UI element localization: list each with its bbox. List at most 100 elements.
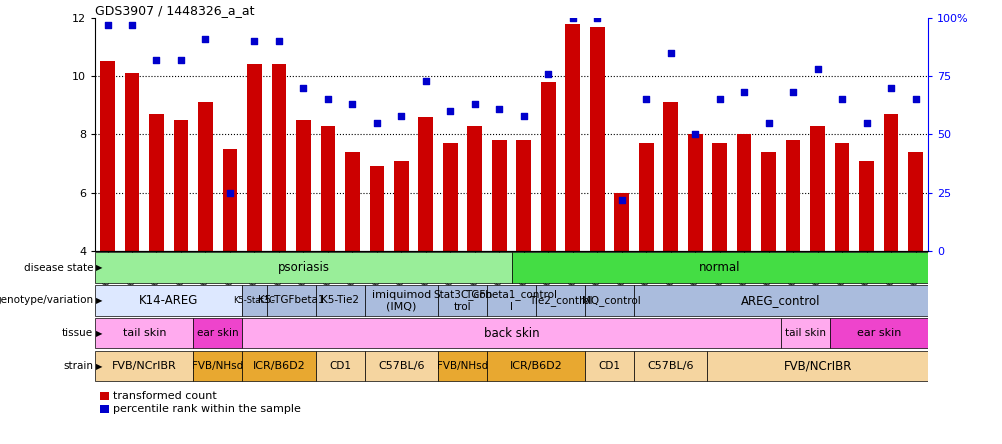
Point (344, 100, 360, 107)
Bar (100, 61, 115, 251)
Bar (296, 120, 311, 251)
Bar (241, 285, 267, 316)
Text: ear skin: ear skin (856, 328, 900, 338)
Bar (193, 351, 241, 381)
Text: ICR/B6D2: ICR/B6D2 (253, 361, 305, 371)
Bar (859, 161, 873, 251)
Bar (443, 143, 457, 251)
Bar (267, 285, 316, 316)
Bar (369, 166, 384, 251)
Bar (491, 140, 506, 251)
Bar (394, 161, 408, 251)
Point (564, 14, 580, 21)
Bar (198, 102, 212, 251)
Bar (584, 285, 633, 316)
Bar (241, 318, 781, 349)
Point (197, 35, 213, 42)
Point (221, 189, 237, 196)
Bar (614, 193, 628, 251)
Text: disease state: disease state (24, 262, 93, 273)
Text: Tie2_control: Tie2_control (528, 295, 591, 306)
Text: ICR/B6D2: ICR/B6D2 (509, 361, 562, 371)
Text: back skin: back skin (483, 327, 539, 340)
Bar (345, 152, 360, 251)
Text: ▶: ▶ (96, 263, 102, 272)
Bar (565, 24, 579, 251)
Bar (95, 318, 193, 349)
Bar (706, 351, 927, 381)
Bar (149, 114, 163, 251)
Point (491, 105, 507, 112)
Point (858, 119, 874, 126)
Point (296, 84, 312, 91)
Text: IMQ_control: IMQ_control (578, 295, 639, 306)
Bar (418, 117, 433, 251)
Text: CD1: CD1 (598, 361, 620, 371)
Text: psoriasis: psoriasis (278, 261, 329, 274)
Point (442, 107, 458, 115)
Bar (193, 318, 241, 349)
Text: ▶: ▶ (96, 329, 102, 338)
Bar (511, 252, 927, 283)
Bar (95, 351, 193, 381)
Text: TGFbeta1_control
l: TGFbeta1_control l (465, 289, 557, 312)
Bar (272, 64, 286, 251)
Bar (834, 143, 849, 251)
Bar (438, 351, 487, 381)
Text: K14-AREG: K14-AREG (139, 294, 198, 307)
Bar (95, 285, 241, 316)
Text: tail skin: tail skin (122, 328, 166, 338)
Text: ▶: ▶ (96, 361, 102, 371)
Text: tissue: tissue (62, 328, 93, 338)
Point (271, 38, 287, 45)
Bar (540, 82, 555, 251)
Point (711, 96, 727, 103)
Bar (222, 149, 237, 251)
Point (834, 96, 850, 103)
Bar (365, 285, 438, 316)
Point (418, 77, 434, 84)
Text: ear skin: ear skin (196, 328, 238, 338)
Bar (95, 252, 511, 283)
Bar (321, 126, 335, 251)
Bar (736, 134, 750, 251)
Bar (487, 351, 584, 381)
Bar (829, 318, 927, 349)
Bar (487, 285, 535, 316)
Text: K5-Stat3C: K5-Stat3C (233, 296, 276, 305)
Point (637, 96, 653, 103)
Text: C57BL/6: C57BL/6 (378, 361, 424, 371)
Bar (535, 285, 584, 316)
Bar (687, 134, 701, 251)
Bar (467, 126, 482, 251)
Bar (785, 140, 800, 251)
Point (613, 196, 629, 203)
Text: percentile rank within the sample: percentile rank within the sample (113, 404, 301, 414)
Text: ▶: ▶ (96, 296, 102, 305)
Text: genotype/variation: genotype/variation (0, 295, 93, 305)
Bar (589, 27, 604, 251)
Bar (316, 285, 365, 316)
Point (785, 89, 801, 96)
Point (882, 84, 898, 91)
Point (760, 119, 776, 126)
Text: normal: normal (698, 261, 739, 274)
Bar (365, 351, 438, 381)
Text: FVB/NCrIBR: FVB/NCrIBR (112, 361, 176, 371)
Bar (124, 73, 139, 251)
Bar (633, 351, 706, 381)
Point (515, 112, 531, 119)
Bar (173, 120, 188, 251)
Point (246, 38, 263, 45)
Point (148, 56, 164, 63)
Bar (638, 143, 653, 251)
Point (99, 21, 115, 28)
Point (540, 70, 556, 77)
Bar (810, 126, 824, 251)
Bar (241, 351, 316, 381)
Bar (633, 285, 927, 316)
Text: C57BL/6: C57BL/6 (646, 361, 693, 371)
Bar (761, 152, 776, 251)
Bar (907, 152, 922, 251)
Point (466, 100, 482, 107)
